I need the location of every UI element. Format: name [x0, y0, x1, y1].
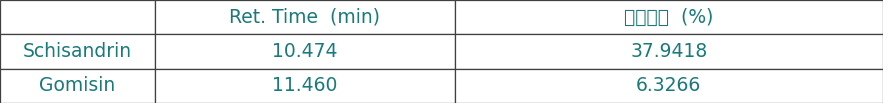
Bar [0, 0, 155, 34]
Bar [455, 69, 883, 103]
Text: Gomisin: Gomisin [39, 76, 116, 95]
Text: 6.3266: 6.3266 [637, 76, 701, 95]
Text: Ret. Time  (min): Ret. Time (min) [229, 8, 381, 27]
Text: Schisandrin: Schisandrin [23, 42, 132, 61]
Bar [0, 69, 155, 103]
Text: 37.9418: 37.9418 [630, 42, 707, 61]
Bar [155, 69, 455, 103]
Text: 상대함량  (%): 상대함량 (%) [624, 8, 713, 27]
Bar [455, 34, 883, 69]
Bar [155, 0, 455, 34]
Text: 10.474: 10.474 [272, 42, 337, 61]
Text: 11.460: 11.460 [272, 76, 337, 95]
Bar [155, 34, 455, 69]
Bar [455, 0, 883, 34]
Bar [0, 34, 155, 69]
